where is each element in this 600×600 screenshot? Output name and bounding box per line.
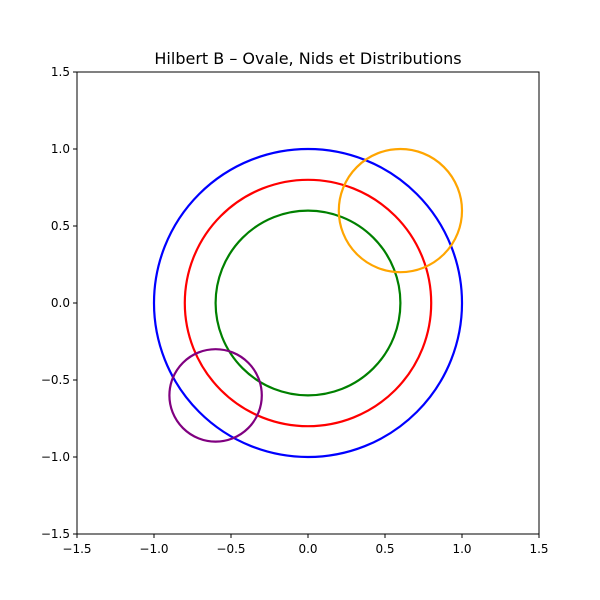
y-tick-label-5: 1.0 [51,142,70,156]
x-axis: −1.5 −1.0 −0.5 0.0 0.5 1.0 1.5 [62,534,549,556]
y-tick-label-3: 0.0 [51,296,70,310]
circles-layer [152,147,464,459]
x-tick-label-6: 1.5 [529,542,548,556]
circle-2 [214,209,402,397]
x-tick-label-1: −1.0 [139,542,168,556]
x-tick-label-5: 1.0 [452,542,471,556]
circle-0 [152,147,464,459]
x-tick-label-2: −0.5 [216,542,245,556]
y-tick-label-4: 0.5 [51,219,70,233]
y-tick-label-1: −1.0 [41,450,70,464]
y-tick-label-6: 1.5 [51,65,70,79]
axes-frame [76,71,540,535]
circle-1 [183,178,433,428]
chart-title: Hilbert B – Ovale, Nids et Distributions [154,49,461,68]
circle-4 [168,348,263,443]
y-axis: −1.5 −1.0 −0.5 0.0 0.5 1.0 1.5 [41,65,77,541]
x-tick-label-3: 0.0 [298,542,317,556]
y-tick-label-2: −0.5 [41,373,70,387]
x-tick-label-0: −1.5 [62,542,91,556]
y-tick-label-0: −1.5 [41,527,70,541]
circle-3 [337,147,464,274]
x-tick-label-4: 0.5 [375,542,394,556]
